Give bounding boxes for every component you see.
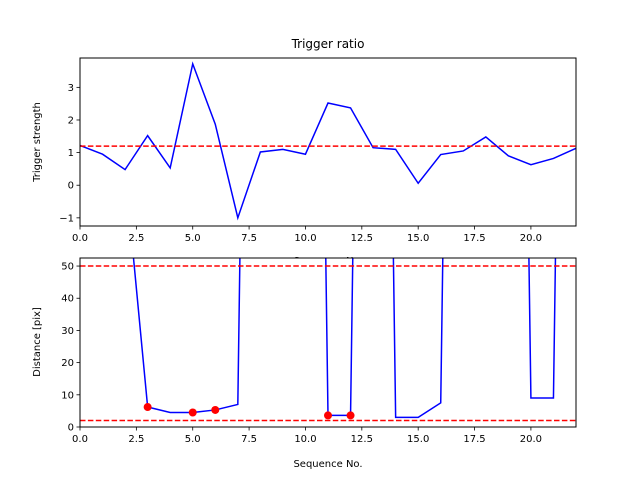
- x-tick-label: 0.0: [72, 233, 88, 244]
- x-tick-label: 7.5: [241, 434, 257, 445]
- x-tick-label: 2.5: [128, 233, 144, 244]
- series-line: [80, 61, 576, 221]
- x-tick-label: 12.5: [351, 233, 373, 244]
- x-tick-label: 15.0: [407, 434, 429, 445]
- plot-frame: [79, 57, 577, 227]
- x-tick-label: 10.0: [294, 233, 316, 244]
- x-tick-label: 2.5: [128, 434, 144, 445]
- y-tick-label: 30: [61, 326, 74, 337]
- data-point-marker: [346, 411, 355, 420]
- data-point-marker: [211, 405, 220, 414]
- x-tick-label: 17.5: [463, 434, 485, 445]
- x-tick-label: 15.0: [407, 233, 429, 244]
- x-axis-label: Sequence No.: [293, 459, 362, 470]
- y-tick-label: 10: [61, 390, 74, 401]
- data-point-marker: [143, 403, 152, 412]
- x-tick-label: 20.0: [520, 233, 542, 244]
- plot-frame: [79, 257, 577, 428]
- y-tick-label: 40: [61, 294, 74, 305]
- y-axis-label: Trigger strength: [32, 102, 43, 183]
- x-tick-label: 0.0: [72, 434, 88, 445]
- x-tick-label: 17.5: [463, 233, 485, 244]
- y-tick-label: 1: [68, 148, 74, 159]
- y-tick-label: 50: [61, 262, 74, 273]
- chart-title: Trigger ratio: [291, 37, 365, 51]
- y-tick-label: 0: [68, 423, 74, 434]
- y-axis-label: Distance [pix]: [32, 307, 43, 377]
- x-tick-label: 5.0: [185, 233, 201, 244]
- x-tick-label: 7.5: [241, 233, 257, 244]
- y-tick-label: 2: [68, 115, 74, 126]
- data-point-marker: [188, 408, 197, 417]
- y-tick-label: 0: [68, 181, 74, 192]
- distance-chart: Distance [pix] Sequence No. 0.0 2.5 5.0 7.5…: [32, 257, 577, 470]
- data-point-marker: [324, 411, 332, 420]
- x-tick-label: 5.0: [185, 434, 201, 445]
- y-tick-label: 20: [61, 358, 74, 369]
- y-tick-label: 3: [68, 83, 74, 94]
- y-tick-label: −1: [59, 213, 74, 224]
- lower-plot-background: [80, 258, 576, 267]
- x-tick-label: 10.0: [294, 434, 316, 445]
- x-tick-label: 12.5: [351, 434, 373, 445]
- x-tick-label: 20.0: [520, 434, 542, 445]
